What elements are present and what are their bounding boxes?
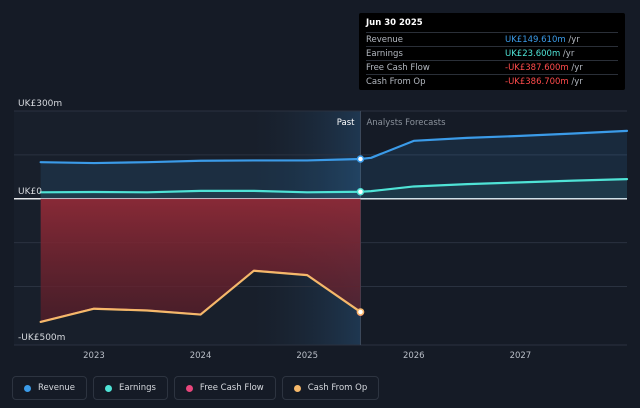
x-tick-label: 2023 — [83, 351, 105, 361]
tooltip-row: Earnings UK£23.600m /yr — [366, 46, 618, 59]
chart-legend: Revenue Earnings Free Cash Flow Cash From O… — [12, 376, 380, 400]
earnings-marker — [356, 187, 365, 196]
legend-dot-icon — [293, 384, 301, 392]
tooltip-row-name: Free Cash Flow — [366, 63, 430, 73]
tooltip-value-amount: -UK£387.600m — [505, 63, 569, 73]
tooltip-value-amount: UK£149.610m — [505, 35, 566, 45]
tooltip-row: Revenue UK£149.610m /yr — [366, 32, 618, 45]
tooltip-row-name: Revenue — [366, 35, 404, 45]
past-label: Past — [337, 118, 355, 128]
tooltip-value-unit: /yr — [568, 63, 583, 73]
tooltip-row-value: UK£23.600m /yr — [505, 49, 574, 59]
legend-item-free-cash-flow[interactable]: Free Cash Flow — [173, 376, 276, 400]
tooltip-value-amount: -UK£386.700m — [505, 77, 569, 87]
x-tick-label: 2024 — [190, 351, 212, 361]
legend-item-cash-from-op[interactable]: Cash From Op — [281, 376, 380, 400]
tooltip-row-name: Earnings — [366, 49, 403, 59]
tooltip-date: Jun 30 2025 — [366, 18, 423, 28]
cash-from-op-line — [39, 269, 362, 323]
tooltip-row-value: -UK£387.600m /yr — [505, 63, 583, 73]
tooltip-value-unit: /yr — [565, 35, 580, 45]
legend-dot-icon — [105, 384, 113, 392]
forecast-label: Analysts Forecasts — [366, 118, 446, 128]
legend-label: Revenue — [38, 383, 76, 393]
legend-dot-icon — [185, 384, 193, 392]
cash-from-op-marker — [356, 308, 365, 316]
y-axis-zero-label: UK£0 — [18, 187, 42, 197]
tooltip-panel: Jun 30 2025 Revenue UK£149.610m /yr Earnin… — [359, 13, 625, 90]
revenue-area — [40, 130, 628, 199]
legend-label: Free Cash Flow — [199, 383, 264, 393]
tooltip-value-unit: /yr — [568, 77, 583, 87]
legend-item-revenue[interactable]: Revenue — [12, 376, 88, 400]
legend-label: Cash From Op — [307, 383, 368, 393]
tooltip-row-value: UK£149.610m /yr — [505, 35, 580, 45]
revenue-marker — [356, 155, 365, 163]
tooltip-row-name: Cash From Op — [366, 77, 426, 87]
y-axis-top-label: UK£300m — [18, 99, 62, 109]
x-tick-label: 2027 — [510, 351, 532, 361]
y-axis-bottom-label: -UK£500m — [18, 333, 65, 343]
x-tick-label: 2026 — [403, 351, 425, 361]
tooltip-row-value: -UK£386.700m /yr — [505, 77, 583, 87]
tooltip-row: Free Cash Flow -UK£387.600m /yr — [366, 60, 618, 73]
legend-label: Earnings — [119, 383, 156, 393]
financial-chart: UK£300m UK£0 -UK£500m Past Analysts Forecast… — [14, 99, 629, 361]
tooltip-row: Cash From Op -UK£386.700m /yr — [366, 74, 618, 87]
tooltip-value-amount: UK£23.600m — [505, 49, 561, 59]
tooltip-value-unit: /yr — [560, 49, 575, 59]
x-tick-label: 2025 — [296, 351, 318, 361]
free-cash-flow-area — [40, 198, 361, 322]
legend-item-earnings[interactable]: Earnings — [93, 376, 168, 400]
legend-dot-icon — [24, 384, 31, 392]
